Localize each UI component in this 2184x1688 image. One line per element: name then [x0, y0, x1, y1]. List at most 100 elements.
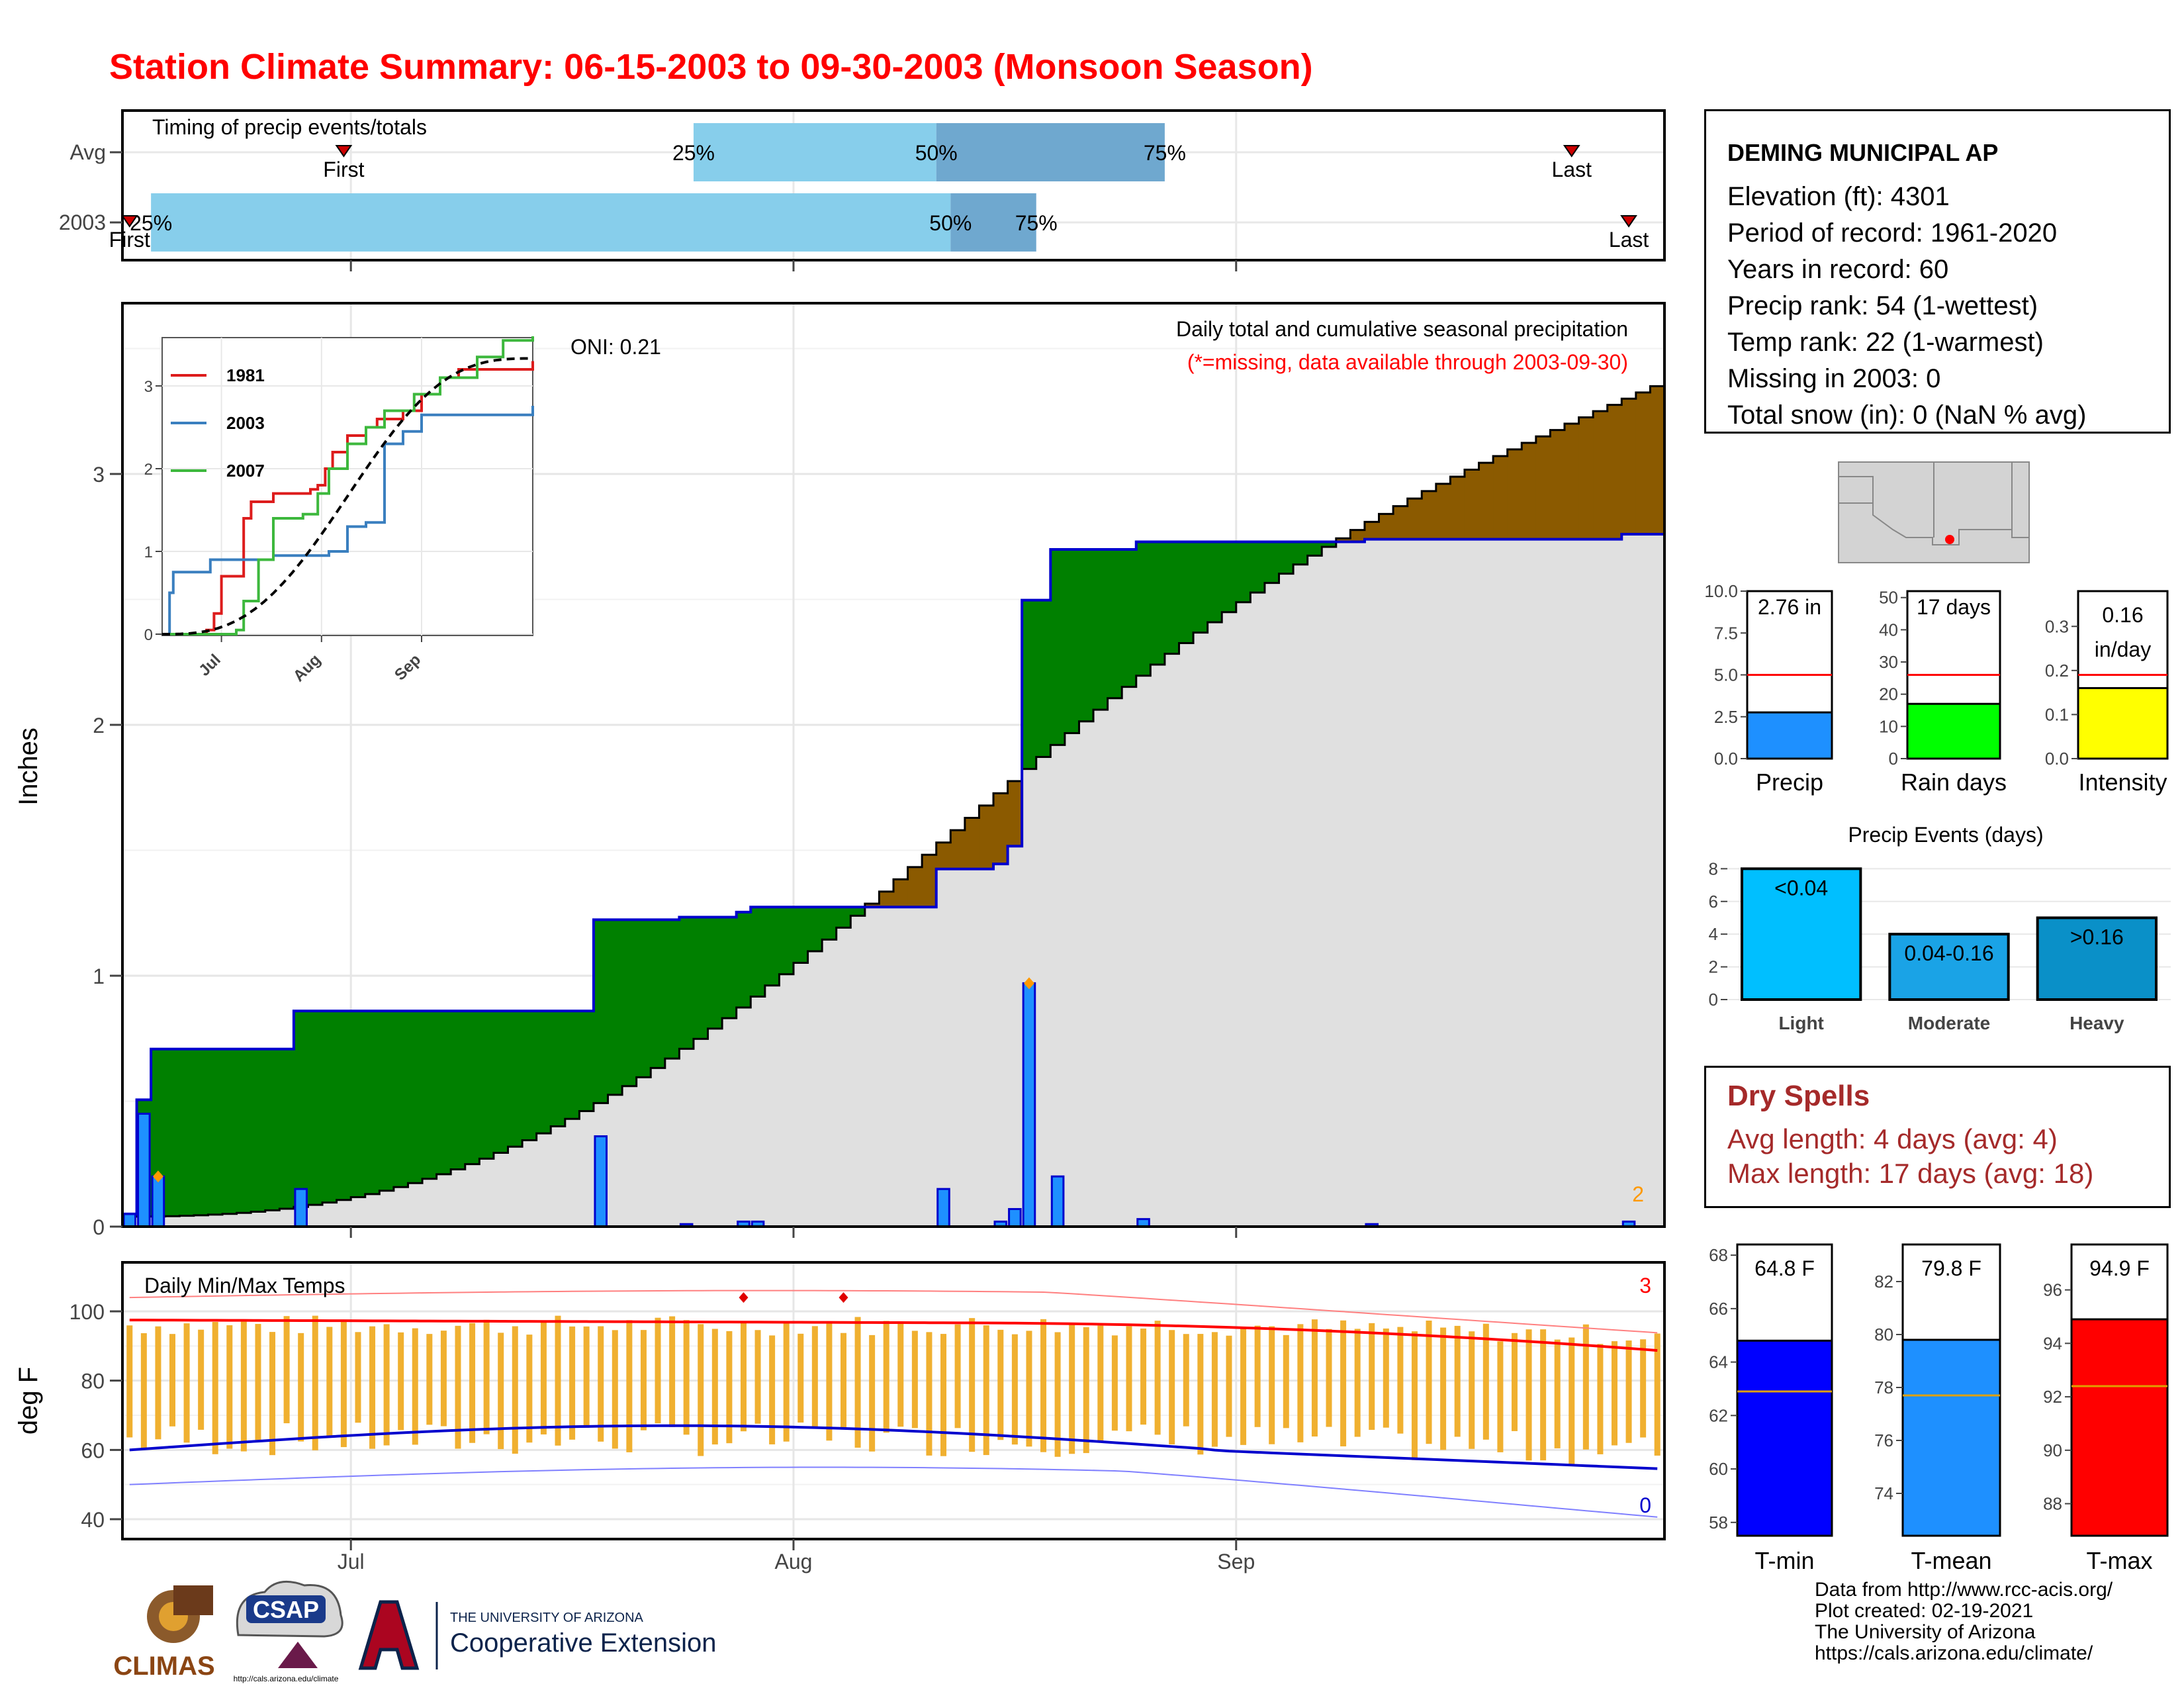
above-average-area: [336, 1011, 351, 1200]
summary-value-bar: [1906, 702, 2001, 760]
timing-marker: [1620, 215, 1637, 228]
daily-temp-bar: [883, 1321, 889, 1433]
daily-temp-bar: [626, 1320, 633, 1452]
daily-temp-bar: [1040, 1319, 1047, 1452]
daily-temp-bar: [426, 1334, 433, 1425]
daily-temp-bar: [1211, 1332, 1218, 1447]
above-average-area: [451, 1011, 466, 1170]
daily-temp-bar: [412, 1328, 418, 1445]
temp-summary-value-label: 64.8 F: [1754, 1256, 1815, 1280]
temp-summary-y-tick-label: 66: [1709, 1299, 1728, 1319]
below-average-area: [979, 805, 994, 869]
above-average-area: [565, 1011, 580, 1119]
above-average-area: [408, 1011, 423, 1184]
daily-temp-bar: [1569, 1337, 1575, 1466]
temperature-y-tick-label: 60: [81, 1438, 105, 1462]
below-average-area: [1407, 498, 1422, 539]
temp-summary-y-tick-label: 76: [1874, 1430, 1893, 1450]
inset-legend-label: 1981: [226, 365, 265, 385]
below-average-area: [907, 867, 923, 908]
daily-precip-bar: [1050, 1175, 1065, 1228]
temp-summary-bar: [2070, 1318, 2169, 1537]
temp-summary-value-label: 79.8 F: [1921, 1256, 1981, 1280]
timing-row-label: Avg: [69, 140, 106, 164]
average-cumulative-line: [122, 385, 1664, 1218]
daily-temp-bar: [940, 1334, 947, 1456]
temp-summary-bar: [1736, 1339, 1833, 1537]
station-location-marker: [1945, 535, 1954, 544]
above-average-area: [1122, 549, 1137, 687]
below-average-area: [1422, 491, 1437, 539]
inset-y-tick-label: 0: [144, 626, 153, 644]
temp-summary-y-tick-label: 74: [1874, 1483, 1893, 1503]
precip-y-tick-label: 3: [93, 463, 105, 487]
above-average-area: [422, 1011, 437, 1179]
above-average-area: [551, 1011, 566, 1127]
above-average-area: [793, 907, 809, 963]
temp-summary-y-tick-label: 90: [2043, 1440, 2062, 1460]
credit-line: Data from http://www.rcc-acis.org/: [1815, 1579, 2113, 1601]
record-max-temp-line: [129, 1289, 1658, 1334]
below-average-area: [1535, 436, 1551, 539]
temp-summary-x-label: T-mean: [1911, 1547, 1991, 1574]
daily-precip-bar: [1022, 982, 1036, 1228]
below-average-area: [1435, 483, 1451, 539]
station-temp-rank: Temp rank: 22 (1-warmest): [1727, 328, 2044, 357]
above-average-area: [1264, 541, 1280, 583]
daily-temp-bar: [740, 1321, 747, 1432]
temp-summary-y-tick-label: 80: [1874, 1325, 1893, 1344]
average-cumulative-area: [122, 386, 1664, 1227]
timing-marker: [1563, 145, 1580, 158]
daily-temp-bar: [954, 1324, 961, 1429]
svg-text:http://cals.arizona.edu/climat: http://cals.arizona.edu/climate: [234, 1674, 339, 1683]
credit-line: https://cals.arizona.edu/climate/: [1815, 1642, 2093, 1664]
precip-y-tick-label: 1: [93, 964, 105, 988]
above-average-area: [1293, 541, 1308, 565]
summary-value-unit: in/day: [2095, 637, 2151, 661]
above-average-area: [351, 1011, 366, 1197]
svg-text:CSAP: CSAP: [253, 1596, 319, 1623]
inset-frame: [161, 337, 533, 636]
timing-bar-q1: [693, 123, 936, 181]
daily-temp-bar: [1540, 1329, 1547, 1461]
above-average-area: [236, 1049, 251, 1213]
temp-summary-y-tick-label: 58: [1709, 1513, 1728, 1532]
precip-events-chart: Precip Events (days) 0 2 4 6 8 <0.04 Light 0.04-…: [1709, 823, 2171, 1033]
above-average-area: [1079, 549, 1094, 722]
above-average-area: [1150, 541, 1165, 665]
daily-temp-bar: [1069, 1323, 1075, 1454]
daily-temp-bar: [583, 1326, 590, 1428]
daily-temp-bar: [255, 1324, 261, 1440]
daily-temp-bar: [1411, 1331, 1418, 1460]
daily-temp-bar: [754, 1330, 761, 1424]
summary-y-tick-label: 5.0: [1714, 665, 1738, 685]
daily-temp-bar: [1011, 1334, 1018, 1445]
average-max-temp-line: [129, 1319, 1658, 1352]
daily-temp-bar: [598, 1326, 604, 1442]
temp-summary-x-label: T-min: [1755, 1547, 1815, 1574]
events-range-label: <0.04: [1774, 876, 1828, 900]
events-range-label: >0.16: [2070, 925, 2124, 949]
summary-y-tick-label: 30: [1879, 652, 1898, 672]
temperature-y-axis-label: deg F: [14, 1367, 43, 1434]
daily-precip-bar: [151, 1175, 165, 1228]
daily-temp-bar: [269, 1332, 276, 1456]
daily-temp-bar: [612, 1330, 618, 1449]
above-average-area: [379, 1011, 394, 1191]
daily-temp-bar: [1054, 1332, 1061, 1457]
temperature-x-tick-label: Jul: [338, 1550, 365, 1573]
record-temp-marker: [739, 1292, 749, 1303]
daily-temp-bar: [512, 1326, 518, 1454]
above-average-area: [1093, 549, 1109, 710]
summary-value-label: 17 days: [1917, 595, 1991, 619]
precip-y-axis-label: Inches: [14, 727, 43, 806]
dry-spells-avg: Avg length: 4 days (avg: 4): [1727, 1123, 2058, 1154]
inset-series-line: [162, 336, 534, 635]
daily-temp-bar: [1511, 1333, 1518, 1431]
summary-value-label: 0.16: [2102, 603, 2143, 627]
timing-row-label: 2003: [59, 211, 106, 234]
temp-summary-y-tick-label: 96: [2043, 1280, 2062, 1300]
above-average-area: [208, 1049, 223, 1215]
above-average-area: [193, 1049, 209, 1215]
above-average-area: [664, 919, 680, 1059]
